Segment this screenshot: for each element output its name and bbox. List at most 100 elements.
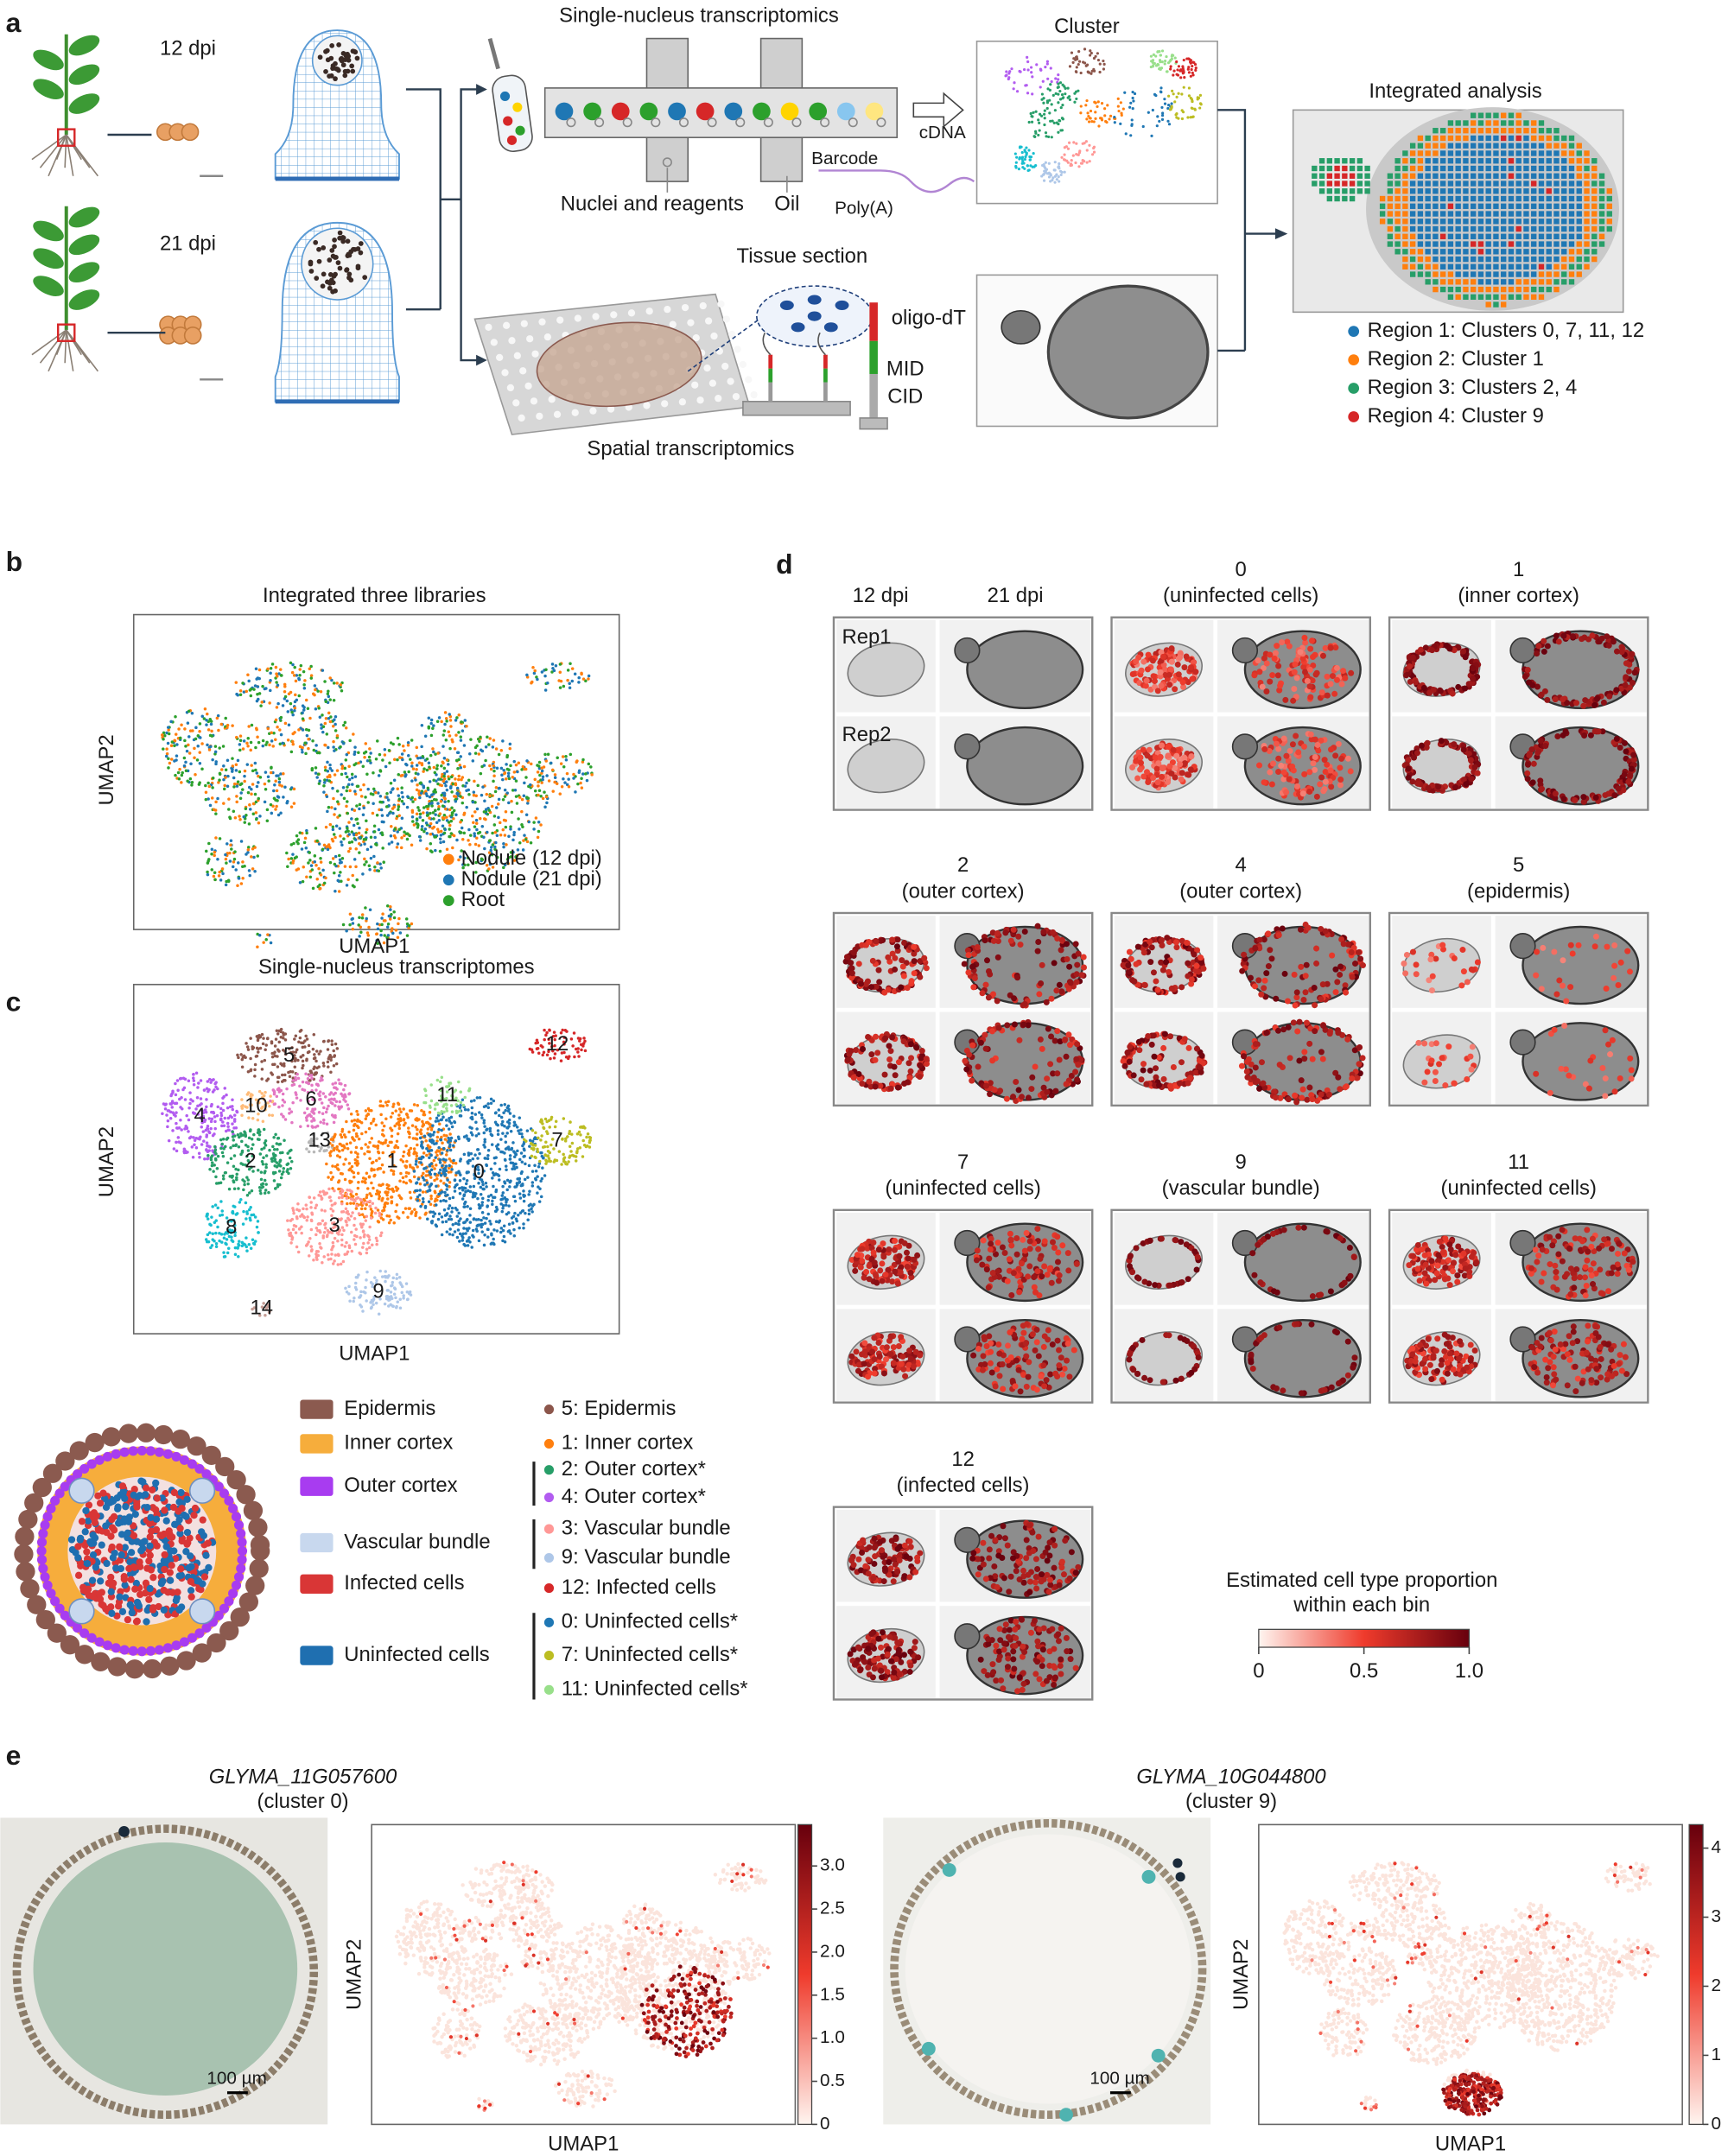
spot bbox=[1447, 211, 1454, 217]
scatter-dot bbox=[424, 1138, 428, 1143]
scatter-dot bbox=[518, 796, 522, 799]
scatter-dot bbox=[382, 919, 386, 923]
arrow-head bbox=[1274, 228, 1288, 239]
spot bbox=[1576, 150, 1582, 156]
scatter-dot bbox=[1053, 181, 1057, 184]
scatter-dot bbox=[348, 1141, 353, 1145]
scatter-dot bbox=[232, 1113, 237, 1117]
scatter-dot bbox=[416, 1143, 419, 1147]
scatter-dot bbox=[1051, 119, 1054, 123]
spot bbox=[1553, 128, 1560, 134]
spot bbox=[1538, 219, 1545, 225]
scatter-dot bbox=[502, 866, 505, 870]
scatter-dot bbox=[1092, 120, 1096, 124]
spot bbox=[1515, 188, 1522, 194]
scatter-dot bbox=[240, 1098, 244, 1101]
scatter-dot bbox=[293, 1054, 296, 1057]
scatter-dot bbox=[251, 1045, 254, 1049]
barcode-label: Barcode bbox=[811, 149, 878, 168]
tissue-section bbox=[536, 321, 702, 408]
scatter-dot bbox=[282, 796, 285, 799]
scatter-dot bbox=[396, 830, 399, 834]
scatter-dot bbox=[516, 1149, 519, 1153]
scatter-dot bbox=[238, 743, 242, 746]
scatter-dot bbox=[276, 1080, 280, 1084]
scatter-dot bbox=[442, 729, 447, 732]
spot bbox=[1493, 279, 1499, 285]
scatter-dot bbox=[272, 1179, 276, 1183]
scatter-dot bbox=[327, 779, 331, 783]
axis-label: UMAP1 bbox=[339, 935, 410, 958]
scatter-dot bbox=[1152, 64, 1155, 67]
scatter-dot bbox=[543, 752, 547, 757]
scatter-dot bbox=[344, 1157, 347, 1161]
scatter-dot bbox=[1082, 60, 1085, 64]
scatter-dot bbox=[306, 1090, 310, 1094]
scatter-dot bbox=[418, 1193, 422, 1197]
spot bbox=[1387, 188, 1394, 194]
scatter-dot bbox=[235, 795, 238, 798]
scatter-dot bbox=[333, 288, 338, 294]
scatter-dot bbox=[346, 1146, 350, 1151]
scatter-dot bbox=[246, 790, 251, 795]
scatter-dot bbox=[302, 669, 306, 674]
scatter-dot bbox=[206, 1154, 210, 1157]
scatter-dot bbox=[1055, 173, 1058, 176]
scatter-dot bbox=[1190, 98, 1194, 101]
spot bbox=[1546, 233, 1552, 239]
scatter-dot bbox=[259, 1177, 264, 1182]
scatter-dot bbox=[280, 1113, 283, 1116]
scatter-dot bbox=[233, 815, 238, 820]
leaf bbox=[68, 35, 100, 56]
scatter-dot bbox=[509, 764, 512, 768]
scatter-dot bbox=[247, 1136, 251, 1140]
scatter-dot bbox=[249, 694, 253, 698]
capture-spot bbox=[807, 311, 822, 321]
highlight-box bbox=[56, 323, 76, 342]
umap-scatter bbox=[161, 661, 594, 948]
spot bbox=[1409, 219, 1416, 225]
scatter-dot bbox=[462, 1194, 466, 1198]
scatter-dot bbox=[186, 779, 189, 783]
spot bbox=[1553, 225, 1560, 232]
scatter-dot bbox=[200, 1143, 204, 1146]
scatter-dot bbox=[1075, 97, 1078, 101]
spot bbox=[708, 379, 717, 387]
droplet bbox=[668, 102, 686, 121]
scatter-dot bbox=[294, 679, 298, 683]
scatter-dot bbox=[310, 1076, 314, 1081]
scatter-dot bbox=[285, 801, 289, 805]
scatter-dot bbox=[340, 772, 344, 777]
scatter-dot bbox=[532, 671, 537, 675]
spot bbox=[1568, 143, 1575, 149]
scatter-dot bbox=[281, 1092, 285, 1096]
spot bbox=[1576, 181, 1582, 187]
scatter-dot bbox=[317, 1092, 321, 1096]
scatter-dot bbox=[1129, 134, 1133, 137]
scatter-dot bbox=[1094, 101, 1097, 105]
scatter-dot bbox=[347, 833, 351, 836]
scatter-dot bbox=[310, 868, 314, 872]
scatter-dot bbox=[377, 791, 380, 795]
scatter-dot bbox=[256, 685, 260, 688]
scatter-dot bbox=[362, 275, 368, 280]
spot bbox=[1508, 165, 1515, 172]
scatter-dot bbox=[1037, 133, 1040, 137]
scatter-dot bbox=[289, 750, 294, 754]
scatter-dot bbox=[404, 1181, 409, 1185]
scatter-dot bbox=[301, 750, 304, 754]
scatter-dot bbox=[509, 851, 513, 854]
scatter-dot bbox=[335, 1047, 340, 1050]
scatter-dot bbox=[373, 869, 377, 872]
scatter-dot bbox=[240, 1107, 245, 1110]
scatter-dot bbox=[180, 1128, 183, 1132]
scatter-dot bbox=[264, 1090, 267, 1094]
scatter-dot bbox=[574, 790, 577, 794]
scatter-dot bbox=[274, 798, 277, 802]
spot bbox=[1568, 263, 1575, 270]
scatter-dot bbox=[488, 737, 492, 740]
scatter-dot bbox=[226, 1125, 230, 1128]
spot bbox=[1447, 249, 1454, 255]
scatter-dot bbox=[269, 941, 273, 945]
scatter-dot bbox=[285, 699, 289, 703]
